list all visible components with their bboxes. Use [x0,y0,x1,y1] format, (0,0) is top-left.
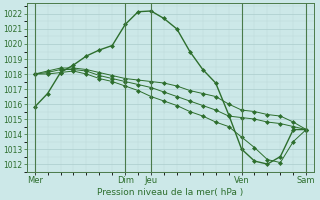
X-axis label: Pression niveau de la mer( hPa ): Pression niveau de la mer( hPa ) [97,188,244,197]
